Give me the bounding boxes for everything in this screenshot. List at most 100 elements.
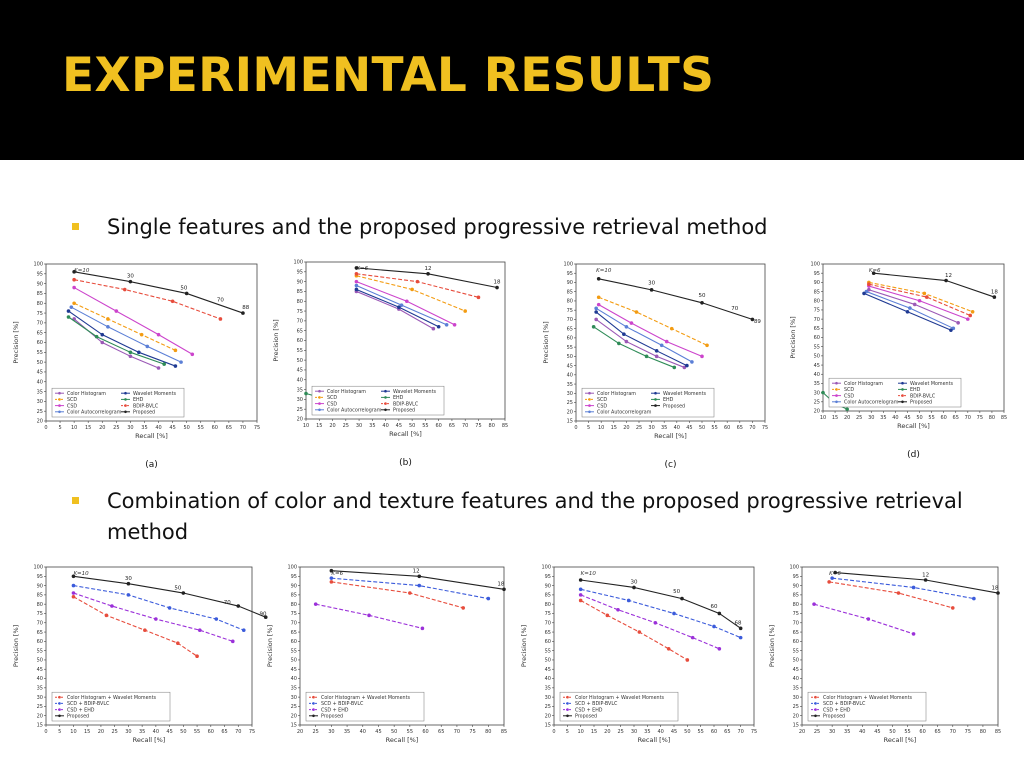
legend-marker xyxy=(58,714,61,718)
x-tick-label: 75 xyxy=(977,415,983,421)
data-point xyxy=(304,391,308,396)
point-annotation: 70 xyxy=(731,306,738,312)
legend-item: SCD xyxy=(327,395,337,401)
data-point xyxy=(495,285,499,290)
data-point xyxy=(622,332,626,336)
x-tick-label: 15 xyxy=(832,415,838,421)
x-tick-label: 75 xyxy=(965,729,971,735)
x-tick-label: 75 xyxy=(762,425,768,431)
series-line xyxy=(74,279,221,320)
x-tick-label: 10 xyxy=(577,729,583,735)
y-tick-label: 100 xyxy=(541,565,551,571)
point-annotation: 68 xyxy=(735,621,742,627)
data-point xyxy=(236,604,241,608)
x-tick-label: 30 xyxy=(868,415,874,421)
x-tick-label: 0 xyxy=(574,425,577,431)
legend-item: Proposed xyxy=(823,714,845,720)
data-point xyxy=(486,596,491,601)
y-tick-label: 60 xyxy=(37,639,43,645)
y-tick-label: 20 xyxy=(291,713,297,719)
y-tick-label: 50 xyxy=(37,658,43,664)
x-tick-label: 25 xyxy=(617,729,623,735)
k-label: K=10 xyxy=(581,571,597,577)
data-point xyxy=(629,321,634,325)
panel-label: (b) xyxy=(399,458,412,468)
legend-marker xyxy=(312,702,315,705)
data-point xyxy=(654,354,659,359)
legend-item: Color Autocorrelogram xyxy=(597,410,652,416)
data-point xyxy=(367,613,371,618)
series-line xyxy=(331,577,489,600)
y-tick-label: 45 xyxy=(37,370,43,376)
y-tick-label: 50 xyxy=(291,658,297,664)
legend-item: CSD xyxy=(597,403,607,409)
y-tick-label: 50 xyxy=(567,354,573,360)
x-tick-label: 80 xyxy=(989,415,995,421)
x-tick-label: 25 xyxy=(113,425,119,431)
legend-marker xyxy=(124,391,127,395)
y-axis-label: Precision [%] xyxy=(520,625,528,667)
y-axis-label: Precision [%] xyxy=(12,625,20,667)
legend-item: SCD + BDIP-BVLC xyxy=(575,701,618,707)
legend-item: CSD xyxy=(67,403,77,409)
legend-marker xyxy=(124,398,127,401)
x-tick-label: 45 xyxy=(396,423,402,429)
x-tick-label: 45 xyxy=(671,729,677,735)
data-point xyxy=(410,287,414,292)
x-tick-label: 20 xyxy=(844,415,850,421)
x-axis-label: Recall [%] xyxy=(884,736,917,744)
series-line xyxy=(68,316,165,365)
y-tick-label: 30 xyxy=(291,695,297,701)
x-tick-label: 70 xyxy=(240,425,246,431)
y-tick-label: 20 xyxy=(545,713,551,719)
y-tick-label: 75 xyxy=(793,611,799,617)
point-annotation: 70 xyxy=(224,600,231,606)
data-point xyxy=(680,596,684,601)
y-tick-label: 95 xyxy=(37,272,43,278)
k-label: K=10 xyxy=(74,268,90,274)
data-point xyxy=(143,628,147,632)
y-tick-label: 35 xyxy=(37,686,43,692)
x-tick-label: 65 xyxy=(737,425,743,431)
point-annotation: 89 xyxy=(754,319,761,325)
data-point xyxy=(476,295,481,300)
data-point xyxy=(230,639,235,644)
legend-marker xyxy=(814,695,817,699)
x-tick-label: 40 xyxy=(859,729,865,735)
legend-marker xyxy=(588,404,591,407)
data-point xyxy=(463,309,467,313)
y-axis-label: Precision [%] xyxy=(789,316,797,358)
data-point xyxy=(685,658,690,662)
x-tick-label: 35 xyxy=(880,415,886,421)
x-tick-label: 5 xyxy=(566,729,569,735)
legend-marker xyxy=(58,410,61,414)
bullet-marker xyxy=(72,497,79,504)
data-point xyxy=(156,366,161,370)
data-point xyxy=(71,583,76,588)
x-tick-label: 35 xyxy=(141,425,147,431)
legend-marker xyxy=(588,391,591,395)
y-tick-label: 60 xyxy=(793,639,799,645)
x-tick-label: 50 xyxy=(391,729,397,735)
k-label: K=6 xyxy=(869,268,881,274)
legend-item: CSD xyxy=(844,393,854,399)
x-tick-label: 50 xyxy=(409,423,415,429)
y-tick-label: 75 xyxy=(567,308,573,314)
x-tick-label: 10 xyxy=(598,425,604,431)
data-point xyxy=(167,606,172,610)
k-label: K=10 xyxy=(73,571,89,577)
legend-item: Proposed xyxy=(663,403,685,409)
x-tick-label: 40 xyxy=(360,729,366,735)
y-tick-label: 40 xyxy=(814,372,820,378)
data-point xyxy=(94,334,99,339)
chart-single-a: 0 5 10 15 20 25 30 35 40 45 50 55 60 65 70 75 20 25 30 35 40… xyxy=(12,262,260,470)
data-point xyxy=(944,278,948,283)
data-point xyxy=(354,287,359,292)
data-point xyxy=(605,613,610,618)
y-tick-label: 100 xyxy=(563,262,573,268)
data-point xyxy=(862,291,866,296)
x-tick-label: 45 xyxy=(686,425,692,431)
x-tick-label: 15 xyxy=(316,423,322,429)
x-tick-label: 70 xyxy=(235,729,241,735)
legend-marker xyxy=(312,708,315,711)
